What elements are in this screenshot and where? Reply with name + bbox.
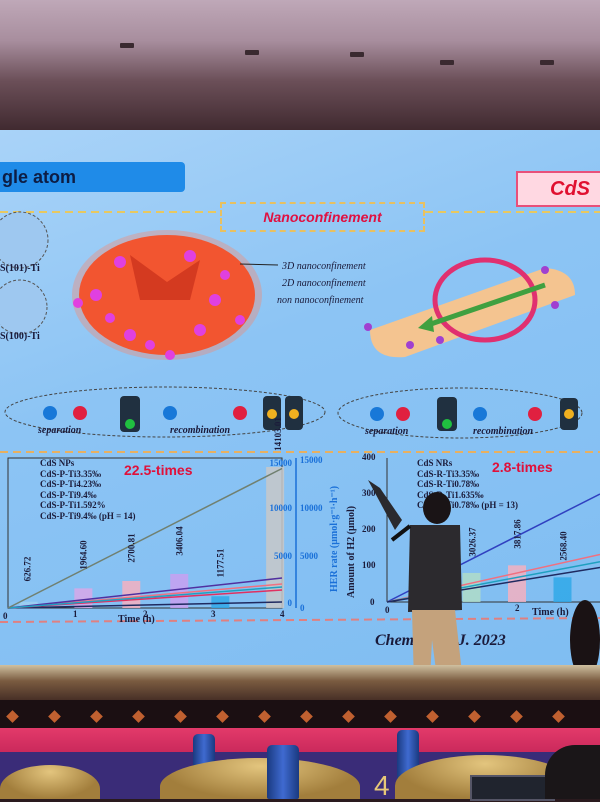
water-bottle (267, 745, 299, 799)
x-tick: 2 (515, 603, 520, 613)
traffic-lights (120, 396, 578, 432)
slide-header-banner: gle atom (0, 162, 185, 192)
slide-right-header: CdS (516, 171, 600, 207)
y-tick: 200 (362, 524, 376, 534)
label-non-nanoconfinement: non nanoconfinement (277, 295, 364, 306)
x-tick: 4 (280, 609, 285, 619)
chair (160, 758, 360, 799)
bar (19, 601, 38, 608)
crystal-structure-100 (0, 279, 48, 335)
legend-item: CdS-R-Ti0.78‰ (417, 479, 480, 489)
legend-item: CdS NRs (417, 458, 453, 468)
process-oval-left (4, 386, 326, 438)
y-tick: 100 (362, 560, 376, 570)
legend-item: CdS NPs (40, 458, 75, 468)
x-tick: 0 (385, 605, 390, 615)
presenter-head (423, 492, 451, 524)
audience-member (545, 745, 600, 799)
x-tick: 1 (73, 609, 78, 619)
sphere-cutaway (130, 255, 200, 300)
ceiling (0, 0, 600, 135)
presenter-jacket (408, 525, 462, 612)
charge-flow-arrow (424, 282, 546, 329)
charge-carriers (43, 406, 542, 421)
label-recombination: recombination (473, 426, 534, 437)
ti-atoms (73, 250, 245, 360)
bar (170, 573, 189, 608)
y-tick: 400 (362, 452, 376, 462)
right-chart-xlabel: Time (h) (532, 607, 569, 618)
her-axis-tick: 5000 (300, 551, 318, 561)
audience-head (570, 600, 600, 680)
x-tick: 2 (143, 609, 148, 619)
her-axis-tick: 10000 (300, 503, 323, 513)
ceiling-light (440, 60, 454, 65)
series-line (7, 586, 283, 609)
her-axis-tick: 15000 (300, 455, 323, 465)
rotation-arrow (432, 257, 538, 343)
legend-item: CdS-R-Ti3.35‰ (417, 468, 480, 479)
series-line (7, 601, 283, 609)
bar (266, 466, 285, 608)
ceiling-light (120, 43, 134, 48)
label-3d-nanoconfinement: 3D nanoconfinement (282, 261, 366, 272)
laptop (470, 775, 555, 801)
series-line (7, 467, 283, 609)
label-recombination: recombination (170, 425, 231, 436)
label-2d-nanoconfinement: 2D nanoconfinement (282, 278, 366, 289)
right-axis-tick: 15000 (269, 458, 293, 468)
y-tick: 300 (362, 488, 376, 498)
legend-item: CdS-P-Ti4.23‰ (40, 479, 102, 489)
pointer-line (239, 263, 279, 266)
arrow-head (418, 316, 434, 332)
nanoconfinement-label: Nanoconfinement (220, 202, 425, 232)
screen-frame (0, 665, 600, 705)
left-chart-xlabel: Time (h) (118, 614, 155, 625)
right-axis-tick: 5000 (274, 551, 292, 561)
dashed-divider (0, 617, 600, 623)
bar (462, 572, 481, 602)
process-oval-right (337, 387, 583, 439)
structure-label-100: S(100)-Ti (0, 331, 40, 342)
ceiling-light (540, 60, 554, 65)
left-chart-legend: CdS NPs CdS-P-Ti3.35‰ CdS-P-Ti4.23‰ CdS-… (10, 458, 135, 521)
right-axis-tick: 0 (287, 598, 293, 608)
bar (553, 577, 572, 602)
presenter-raised-arm (368, 480, 402, 530)
chair (0, 765, 100, 799)
ceiling-light (350, 52, 364, 57)
label-separation: separation (38, 425, 82, 436)
left-chart-plot (7, 457, 297, 609)
legend-item: CdS-R-Ti1.635‰ (417, 489, 484, 500)
series-line (7, 577, 283, 609)
right-axis-tick: 10000 (269, 503, 293, 513)
right-chart-legend: CdS NRs CdS-R-Ti3.35‰ CdS-R-Ti0.78‰ CdS-… (387, 458, 518, 511)
legend-item: CdS-R-Ti0.78‰ (pH = 13) (417, 500, 518, 510)
y-tick: 0 (370, 597, 375, 607)
bar (211, 596, 230, 608)
microphone (390, 524, 412, 542)
left-chart-highlight: 22.5-times (124, 462, 193, 478)
legend-item: CdS-P-Ti3.35‰ (40, 468, 102, 479)
right-chart-highlight: 2.8-times (492, 459, 553, 475)
label-separation: separation (365, 426, 409, 437)
legend-item: CdS-P-Ti9.4‰ (pH = 14) (40, 510, 136, 521)
crystal-structure-101 (0, 211, 49, 269)
her-axis-tick: 0 (300, 603, 305, 613)
x-tick: 0 (3, 611, 8, 621)
structure-label-101: S(101)-Ti (0, 263, 40, 274)
legend-item: CdS-P-Ti1.592% (40, 500, 106, 510)
x-tick: 3 (211, 609, 216, 619)
nanorod-atoms (364, 266, 559, 349)
ceiling-light (245, 50, 259, 55)
legend-item: CdS-P-Ti9.4‰ (40, 489, 97, 500)
